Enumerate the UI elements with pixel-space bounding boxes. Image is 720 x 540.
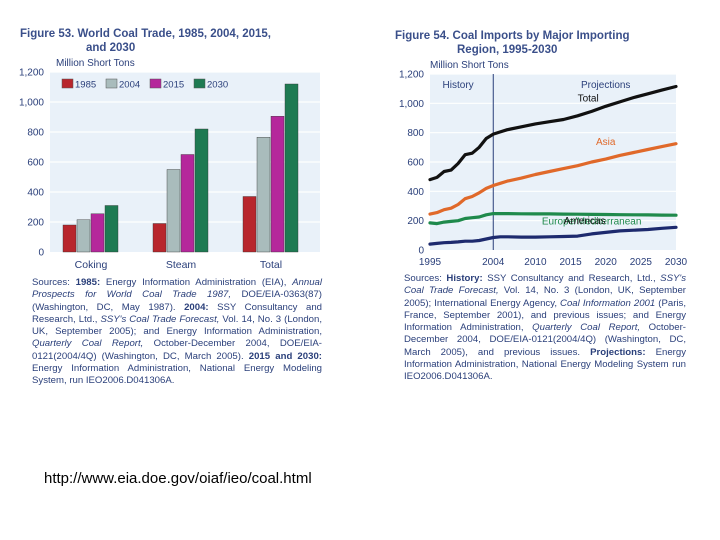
left-sources-text: Energy Information Administration (EIA), bbox=[100, 277, 293, 288]
x-category-label: Total bbox=[260, 259, 282, 271]
left-sources-text: DOE/EIA-0363(87) (Washington, DC, May 19… bbox=[32, 289, 322, 313]
series-label: Asia bbox=[596, 137, 616, 148]
y-tick-label: 1,000 bbox=[19, 98, 44, 109]
legend-swatch bbox=[149, 78, 162, 89]
series-line-total bbox=[428, 84, 678, 182]
x-tick-label: 2004 bbox=[482, 257, 505, 268]
right-sources-publication: SSY's Coal Trade Forecast, bbox=[404, 273, 686, 297]
series-line-asia bbox=[428, 142, 678, 216]
bar-total-2015 bbox=[270, 116, 285, 253]
bar-coking-2015 bbox=[90, 213, 105, 253]
right-sources-text: Energy Information Administration, Natio… bbox=[404, 346, 686, 383]
series-label: Americas bbox=[564, 216, 606, 227]
right-sources-text: Vol. 14, No. 3 (London, UK, September 20… bbox=[404, 285, 686, 309]
left-sources-text: Vol. 14, No. 3 (London, UK, September 20… bbox=[32, 313, 322, 338]
right-sources-label-projections: Projections: bbox=[590, 346, 646, 358]
left-sources-text: Energy Information Administration, Natio… bbox=[32, 363, 322, 387]
left-sources-publication: Annual Prospects for World Coal Trade 19… bbox=[32, 277, 322, 301]
bar-steam-2004 bbox=[166, 169, 181, 253]
history-annotation: History bbox=[443, 80, 474, 91]
legend-swatch bbox=[61, 78, 74, 89]
left-sources-publication: SSY's Coal Trade Forecast, bbox=[100, 313, 220, 325]
bar-coking-1985 bbox=[62, 224, 77, 253]
bar-total-2030 bbox=[284, 83, 299, 253]
x-category-label: Steam bbox=[166, 259, 197, 271]
left-sources: Sources: 1985: Energy Information Admini… bbox=[32, 277, 322, 388]
y-tick-label: 0 bbox=[38, 248, 44, 259]
y-tick-label: 200 bbox=[407, 216, 424, 227]
left-sources-label-2004: 2004: bbox=[184, 301, 209, 313]
right-figure-title-line1: Figure 54. Coal Imports by Major Importi… bbox=[395, 30, 630, 42]
x-tick-label: 2025 bbox=[630, 257, 653, 268]
left-sources-label-1985: 1985: bbox=[75, 277, 101, 288]
left-figure-title: Figure 53. World Coal Trade, 1985, 2004,… bbox=[20, 27, 271, 55]
x-tick-label: 2020 bbox=[595, 257, 618, 268]
right-sources-publication: Quarterly Coal Report, bbox=[532, 322, 641, 334]
projections-annotation: Projections bbox=[581, 80, 630, 91]
left-sources-text: Sources: bbox=[32, 277, 76, 288]
y-tick-label: 800 bbox=[407, 128, 424, 139]
series-label: Total bbox=[578, 93, 599, 104]
x-category-label: Coking bbox=[75, 259, 108, 271]
y-tick-label: 600 bbox=[407, 158, 424, 169]
series-line-americas bbox=[428, 225, 678, 246]
series-label: Europe/Mediterranean bbox=[542, 216, 642, 227]
right-figure-title: Figure 54. Coal Imports by Major Importi… bbox=[395, 29, 630, 57]
series-line-europe-mediterranean bbox=[428, 212, 678, 226]
legend-label: 2030 bbox=[207, 80, 228, 91]
left-unit-label: Million Short Tons bbox=[56, 58, 135, 69]
bar-steam-2015 bbox=[180, 154, 195, 253]
left-sources-publication: Quarterly Coal Report, bbox=[32, 338, 144, 350]
bar-total-1985 bbox=[242, 196, 257, 253]
y-tick-label: 400 bbox=[27, 188, 44, 199]
left-figure-title-line1: Figure 53. World Coal Trade, 1985, 2004,… bbox=[20, 28, 271, 40]
right-sources-label-history: History: bbox=[446, 273, 483, 284]
right-figure-title-line2: Region, 1995-2030 bbox=[457, 44, 558, 56]
right-sources-publication: Coal Information 2001 bbox=[560, 297, 656, 309]
right-unit-label: Million Short Tons bbox=[430, 60, 509, 71]
x-tick-label: 2015 bbox=[559, 257, 582, 268]
bar-coking-2004 bbox=[76, 219, 91, 253]
legend-label: 1985 bbox=[75, 80, 96, 91]
y-tick-label: 600 bbox=[27, 158, 44, 169]
right-sources-text: October-December 2004, DOE/EIA-0121(2004… bbox=[404, 322, 686, 358]
x-tick-label: 2030 bbox=[665, 257, 688, 268]
bar-total-2004 bbox=[256, 137, 271, 253]
y-tick-label: 800 bbox=[27, 128, 44, 139]
y-tick-label: 200 bbox=[27, 218, 44, 229]
right-sources-text: SSY Consultancy and Research, Ltd., bbox=[482, 273, 661, 284]
legend-label: 2004 bbox=[119, 80, 140, 91]
y-tick-label: 0 bbox=[418, 246, 424, 257]
bar-steam-1985 bbox=[152, 223, 167, 253]
x-tick-label: 1995 bbox=[419, 257, 442, 268]
y-tick-label: 400 bbox=[407, 187, 424, 198]
y-tick-label: 1,200 bbox=[399, 70, 424, 81]
bar-steam-2030 bbox=[194, 128, 209, 253]
y-tick-label: 1,000 bbox=[399, 99, 424, 110]
left-figure-title-line2: and 2030 bbox=[86, 42, 136, 54]
left-sources-label-projections: 2015 and 2030: bbox=[248, 350, 322, 362]
left-sources-text: October-December 2004, DOE/EIA-0121(2004… bbox=[32, 338, 322, 362]
coal-trade-bar-chart: 0 200 400 600 800 1,000 1,200 1985 2004 2015 2030 C… bbox=[19, 68, 320, 271]
right-sources: Sources: History: SSY Consultancy and Re… bbox=[404, 273, 686, 384]
left-sources-text: SSY Consultancy and Research, Ltd., bbox=[32, 301, 322, 325]
legend-swatch bbox=[105, 78, 118, 89]
legend-swatch bbox=[193, 78, 206, 89]
y-tick-label: 1,200 bbox=[19, 68, 44, 79]
source-url[interactable]: http://www.eia.doe.gov/oiaf/ieo/coal.htm… bbox=[44, 470, 312, 487]
legend-label: 2015 bbox=[163, 80, 184, 91]
right-sources-text: Sources: bbox=[404, 273, 447, 284]
bar-coking-2030 bbox=[104, 205, 119, 253]
right-sources-text: (Paris, France, September 2001), and pre… bbox=[404, 297, 686, 334]
coal-imports-line-chart: 0 200 400 600 800 1,000 1,200 1995 2004 2010 2015 2… bbox=[399, 70, 688, 269]
x-tick-label: 2010 bbox=[524, 257, 547, 268]
